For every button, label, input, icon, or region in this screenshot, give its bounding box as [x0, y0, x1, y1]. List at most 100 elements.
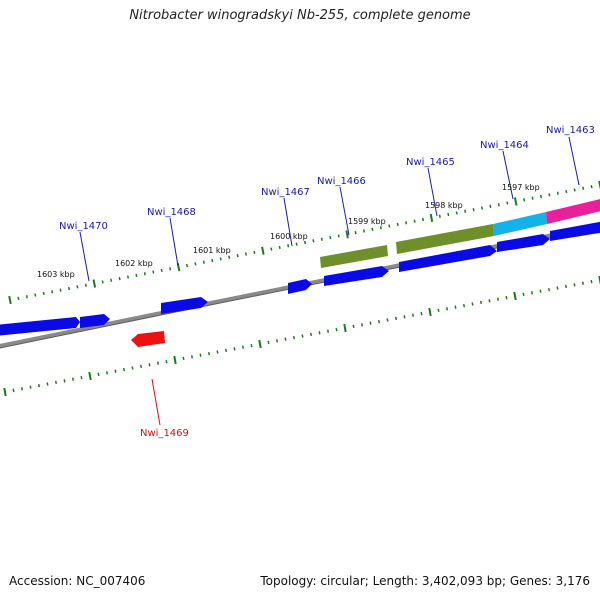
minor-tick: [386, 318, 389, 322]
scale-labels: 1603 kbp 1602 kbp 1601 kbp 1600 kbp 1599…: [37, 183, 540, 279]
minor-tick: [131, 366, 134, 370]
minor-tick: [139, 364, 143, 369]
gene-arrow-nwi1465[interactable]: [399, 245, 497, 272]
minor-tick: [287, 244, 290, 248]
scale-label: 1603 kbp: [37, 270, 75, 279]
minor-tick: [318, 331, 321, 335]
gene-label-nwi1467[interactable]: Nwi_1467: [261, 187, 310, 198]
minor-tick: [337, 234, 340, 238]
gene-arrow-nwi1469[interactable]: [131, 331, 165, 347]
minor-tick: [275, 339, 279, 343]
gene-arrow-nwi1468[interactable]: [161, 297, 208, 314]
scale-label: 1597 kbp: [502, 183, 540, 192]
forward-genes: [0, 221, 600, 336]
minor-tick: [573, 188, 576, 192]
minor-tick: [547, 287, 551, 292]
minor-tick: [267, 340, 270, 345]
gene-label-nwi1466[interactable]: Nwi_1466: [317, 176, 366, 187]
minor-tick: [421, 217, 425, 222]
minor-tick: [413, 219, 416, 223]
minor-tick: [462, 303, 466, 308]
minor-tick: [471, 302, 474, 306]
feature-track: [320, 198, 600, 268]
minor-tick: [506, 201, 509, 205]
minor-tick: [377, 319, 381, 324]
gene-arrow-forward[interactable]: [80, 314, 110, 328]
leader-line-nwi1467: [283, 197, 293, 247]
leader-line-nwi1463: [568, 136, 580, 186]
minor-tick: [284, 337, 287, 341]
minor-tick: [42, 291, 45, 296]
feature-bar-pink[interactable]: [546, 198, 600, 224]
major-tick: [513, 197, 518, 206]
lower-tick-row: [3, 275, 600, 397]
feature-bar-olive[interactable]: [396, 224, 494, 254]
leader-line-nwi1469: [151, 378, 161, 426]
major-tick: [598, 180, 600, 190]
minor-tick: [329, 235, 332, 240]
minor-tick: [165, 359, 168, 364]
gene-label-nwi1464[interactable]: Nwi_1464: [480, 140, 529, 151]
minor-tick: [199, 353, 202, 357]
minor-tick: [530, 291, 534, 295]
upper-tick-row: [8, 180, 600, 305]
minor-tick: [122, 367, 126, 372]
minor-tick: [556, 286, 559, 290]
gene-label-nwi1465[interactable]: Nwi_1465: [406, 157, 455, 168]
gene-arrow-forward[interactable]: [0, 317, 80, 336]
minor-tick: [388, 224, 391, 228]
minor-tick: [564, 284, 568, 289]
minor-tick: [253, 250, 256, 254]
minor-tick: [34, 293, 37, 297]
minor-tick: [156, 361, 160, 365]
minor-tick: [80, 375, 83, 380]
feature-bar-olive[interactable]: [320, 245, 388, 268]
gene-arrow-nwi1464[interactable]: [497, 234, 550, 252]
minor-tick: [326, 329, 330, 333]
minor-tick: [71, 377, 75, 381]
major-tick: [92, 279, 97, 288]
gene-arrow-nwi1463[interactable]: [550, 221, 600, 241]
minor-tick: [480, 206, 484, 210]
gene-label-nwi1463[interactable]: Nwi_1463: [546, 125, 595, 136]
minor-tick: [403, 315, 406, 319]
major-tick: [261, 246, 265, 255]
major-tick: [345, 230, 349, 239]
minor-tick: [489, 204, 492, 208]
minor-tick: [582, 186, 585, 190]
minor-tick: [59, 288, 62, 292]
leader-lines: [79, 136, 580, 426]
gene-label-nwi1470[interactable]: Nwi_1470: [59, 221, 108, 232]
minor-tick: [497, 203, 500, 207]
minor-tick: [565, 189, 568, 194]
minor-tick: [488, 299, 491, 303]
scale-label: 1601 kbp: [193, 246, 231, 255]
minor-tick: [411, 313, 415, 317]
major-tick: [513, 291, 517, 301]
gene-label-nwi1469[interactable]: Nwi_1469: [140, 428, 189, 439]
minor-tick: [335, 327, 338, 332]
feature-bar-cyan[interactable]: [493, 212, 547, 236]
minor-tick: [371, 227, 374, 231]
gene-arrow-nwi1466[interactable]: [324, 266, 389, 286]
minor-tick: [228, 255, 231, 259]
minor-tick: [202, 260, 205, 264]
minor-tick: [143, 272, 146, 276]
minor-tick: [394, 316, 398, 321]
minor-tick: [539, 194, 543, 199]
minor-tick: [233, 347, 236, 351]
minor-tick: [241, 345, 245, 349]
minor-tick: [114, 369, 117, 373]
gene-arrow-nwi1467[interactable]: [288, 279, 312, 294]
major-tick: [8, 295, 12, 305]
minor-tick: [25, 295, 28, 299]
minor-tick: [160, 268, 163, 273]
minor-tick: [505, 295, 508, 300]
minor-tick: [51, 290, 54, 294]
gene-label-nwi1468[interactable]: Nwi_1468: [147, 207, 196, 218]
minor-tick: [362, 229, 366, 233]
minor-tick: [295, 242, 298, 246]
minor-tick: [352, 324, 355, 329]
minor-tick: [12, 388, 15, 393]
minor-tick: [590, 185, 593, 189]
